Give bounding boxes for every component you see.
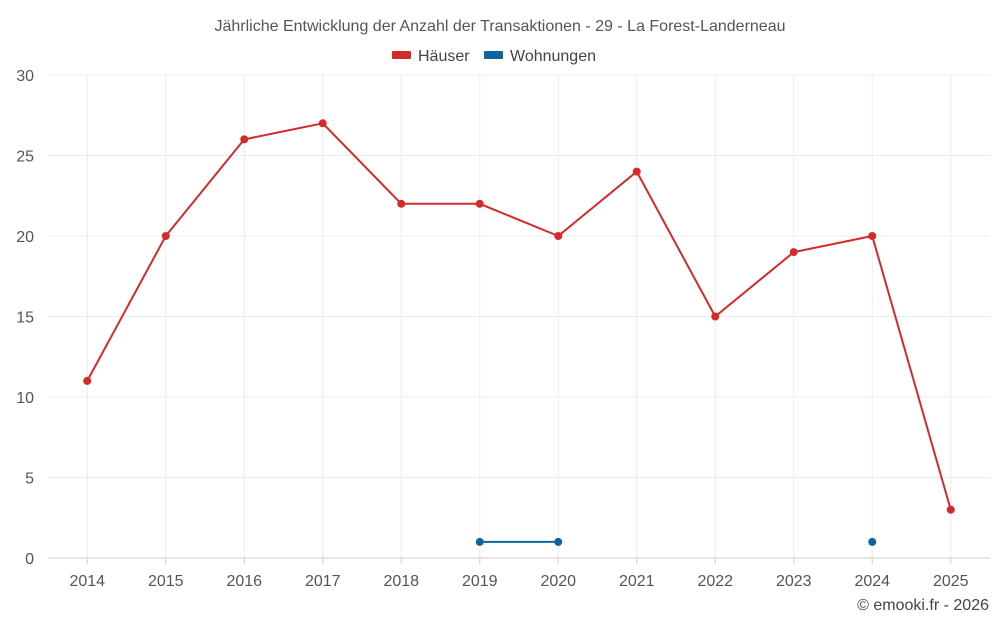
data-point[interactable] (475, 537, 484, 546)
x-tick-label: 2019 (462, 573, 498, 590)
data-point[interactable] (240, 135, 249, 144)
x-tick-label: 2024 (854, 573, 890, 590)
legend-label-wohnungen: Wohnungen (510, 48, 596, 65)
x-tick-label: 2016 (226, 573, 262, 590)
x-tick-label: 2022 (697, 573, 733, 590)
x-tick-label: 2023 (776, 573, 812, 590)
data-point[interactable] (161, 232, 170, 240)
data-point[interactable] (397, 199, 406, 208)
legend-swatch-wohnungen (484, 51, 503, 59)
series-layer (83, 119, 955, 546)
data-point[interactable] (789, 248, 798, 257)
data-point[interactable] (83, 376, 92, 385)
x-tick-label: 2018 (383, 573, 419, 590)
series-haeuser (83, 119, 955, 514)
chart-title: Jährliche Entwicklung der Anzahl der Tra… (215, 18, 786, 35)
data-point[interactable] (554, 232, 563, 240)
data-point[interactable] (632, 167, 641, 176)
x-tick-label: 2014 (69, 573, 105, 590)
x-tick-label: 2021 (619, 573, 655, 590)
y-tick-label: 5 (25, 471, 34, 488)
x-axis: 2014 2015 2016 2017 2018 2019 2020 2021 2022 2023… (48, 557, 990, 590)
y-axis: 0 5 10 15 20 25 30 (16, 68, 34, 568)
legend-item-haeuser[interactable]: Häuser (392, 48, 470, 65)
y-tick-label: 0 (25, 551, 34, 568)
legend-label-haeuser: Häuser (418, 48, 470, 65)
data-point[interactable] (868, 232, 877, 240)
legend[interactable]: Häuser Wohnungen (392, 48, 596, 65)
data-point[interactable] (868, 537, 877, 546)
credit-text: © emooki.fr - 2026 (857, 597, 989, 614)
data-point[interactable] (946, 505, 955, 514)
data-point[interactable] (711, 312, 720, 321)
y-tick-label: 30 (16, 68, 34, 85)
x-tick-label: 2025 (933, 573, 969, 590)
series-wohnungen (475, 537, 877, 546)
x-tick-label: 2017 (305, 573, 341, 590)
x-tick-label: 2015 (148, 573, 184, 590)
y-tick-label: 10 (16, 390, 34, 407)
y-tick-label: 15 (16, 310, 34, 327)
series-line (86, 122, 952, 510)
data-point[interactable] (475, 199, 484, 208)
legend-swatch-haeuser (392, 51, 411, 59)
x-tick-label: 2020 (540, 573, 576, 590)
y-tick-label: 25 (16, 149, 34, 166)
y-tick-label: 20 (16, 229, 34, 246)
grid (48, 74, 990, 558)
legend-item-wohnungen[interactable]: Wohnungen (484, 48, 596, 65)
data-point[interactable] (318, 119, 327, 128)
data-point[interactable] (554, 537, 563, 546)
